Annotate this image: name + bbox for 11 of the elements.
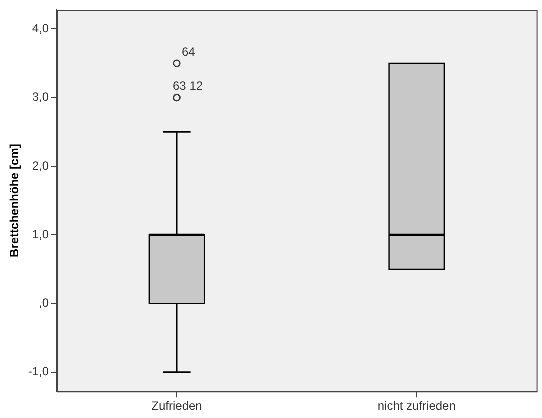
annotation: 64 xyxy=(182,44,196,59)
y-tick-label: ,0 xyxy=(39,296,50,310)
y-tick-label: 1,0 xyxy=(32,227,50,242)
annotation: 63 12 xyxy=(173,79,204,94)
y-tick-label: -1,0 xyxy=(28,364,50,379)
x-tick-label: Zufrieden xyxy=(152,399,202,414)
y-tick-label: 3,0 xyxy=(32,90,50,104)
y-tick-label: 2,0 xyxy=(32,158,50,173)
x-tick-label: nicht zufrieden xyxy=(378,399,456,414)
y-axis-title: Brettchenhöhe [cm] xyxy=(8,144,22,258)
y-tick-label: 4,0 xyxy=(32,22,50,36)
